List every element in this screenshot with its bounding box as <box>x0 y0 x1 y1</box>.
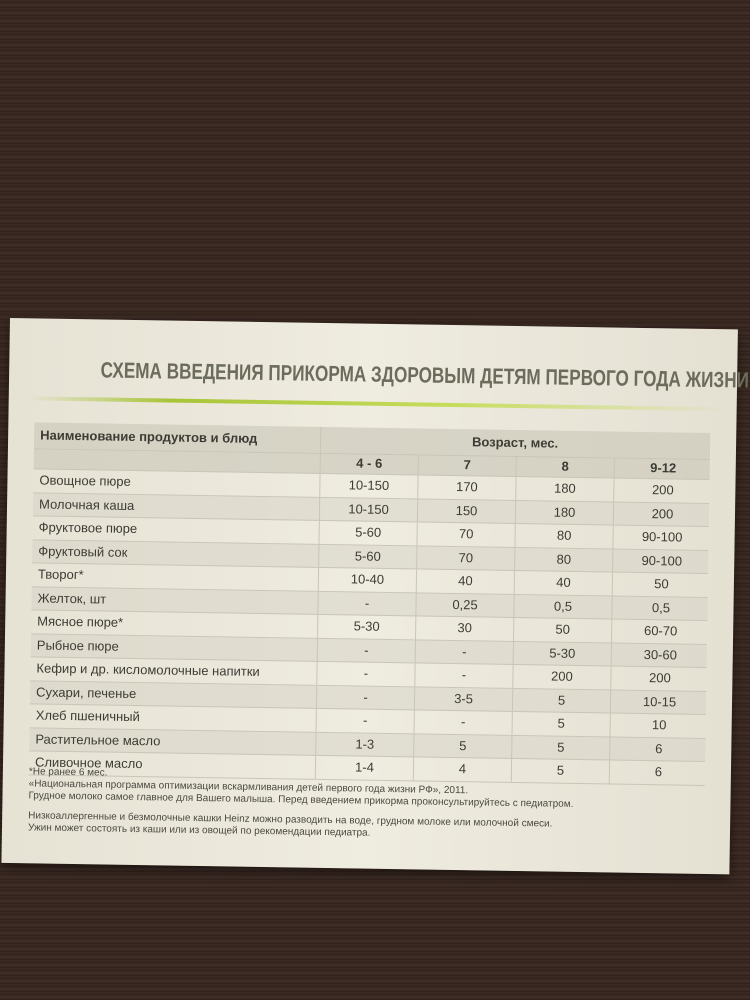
paper: СХЕМА ВВЕДЕНИЯ ПРИКОРМА ЗДОРОВЫМ ДЕТЯМ П… <box>1 318 749 875</box>
cell-value: 10-150 <box>318 497 418 522</box>
cell-value: 5-60 <box>318 520 417 545</box>
cell-value: 0,5 <box>513 594 612 619</box>
divider <box>28 396 729 412</box>
cell-value: - <box>316 661 415 686</box>
row-name: Кефир и др. кисломолочные напитки <box>36 660 260 679</box>
row-name: Хлеб пшеничный <box>35 707 140 725</box>
cell-value: - <box>414 663 513 688</box>
cell-value: 5-60 <box>318 544 417 569</box>
row-name: Мясное пюре* <box>37 613 124 630</box>
column-header: 9-12 <box>613 458 712 480</box>
cell-value: 0,5 <box>611 595 710 621</box>
row-name: Молочная каша <box>38 495 135 513</box>
row-name: Сухари, печенье <box>36 683 137 701</box>
cell-value: 6 <box>609 736 708 762</box>
cell-value: 170 <box>417 475 516 500</box>
cell-value: 200 <box>512 664 611 689</box>
cell-value: - <box>317 591 416 616</box>
cell-value: - <box>413 710 512 735</box>
cell-value: 50 <box>512 617 612 642</box>
cell-value: 5-30 <box>512 641 611 666</box>
cell-value: - <box>315 708 414 733</box>
cell-value: 50 <box>611 572 711 597</box>
column-header: 8 <box>515 456 614 478</box>
cell-value: 5-30 <box>317 614 416 639</box>
column-header: 4 - 6 <box>319 453 418 475</box>
cell-value: 10-150 <box>319 473 418 498</box>
title-text: СХЕМА ВВЕДЕНИЯ ПРИКОРМА ЗДОРОВЫМ ДЕТЯМ П… <box>100 357 750 393</box>
cell-value: 5 <box>511 735 610 760</box>
title: СХЕМА ВВЕДЕНИЯ ПРИКОРМА ЗДОРОВЫМ ДЕТЯМ П… <box>9 356 749 393</box>
cell-value: 180 <box>515 476 614 501</box>
cell-value: 40 <box>415 569 515 594</box>
cell-value: 40 <box>513 570 613 595</box>
cell-value: 200 <box>613 478 712 503</box>
column-header: 7 <box>417 455 516 476</box>
cell-value: 10-15 <box>609 689 709 715</box>
row-name: Овощное пюре <box>39 472 131 489</box>
cell-value: 10-40 <box>317 567 417 592</box>
row-name: Рыбное пюре <box>36 636 119 654</box>
row-name: Творог* <box>37 566 84 583</box>
row-name: Фруктовое пюре <box>38 519 138 537</box>
cell-value: 70 <box>416 545 515 570</box>
cell-value: 30 <box>415 616 514 641</box>
cell-value: 180 <box>514 500 614 525</box>
cell-value: 0,25 <box>415 592 514 617</box>
cell-value: 90-100 <box>612 548 711 574</box>
cell-value: 200 <box>612 501 712 527</box>
table: Наименование продуктов и блюд Возраст, м… <box>28 422 712 786</box>
cell-value: 30-60 <box>610 642 709 668</box>
cell-value: 5 <box>413 733 512 758</box>
cell-value: 6 <box>608 760 708 785</box>
cell-value: 150 <box>416 498 516 523</box>
header-name: Наименование продуктов и блюд <box>40 427 258 446</box>
cell-value: 200 <box>610 666 709 691</box>
notes: *Не ранее 6 мес. «Национальная программа … <box>28 766 574 843</box>
cell-value: 70 <box>416 522 515 547</box>
cell-value: 1-3 <box>315 732 414 757</box>
cell-value: 10 <box>609 713 708 738</box>
row-name: Растительное масло <box>35 730 161 748</box>
cell-value: 80 <box>514 523 613 548</box>
cell-value: - <box>315 685 415 710</box>
cell-value: 60-70 <box>610 619 710 644</box>
cell-value: 90-100 <box>612 525 711 550</box>
cell-value: 3-5 <box>413 686 513 711</box>
row-name: Желток, шт <box>37 589 107 607</box>
cell-value: 5 <box>511 711 610 736</box>
cell-value: 80 <box>514 547 613 572</box>
cell-value: - <box>316 638 415 663</box>
cell-value: 5 <box>511 688 611 713</box>
row-name: Фруктовый сок <box>38 542 128 560</box>
cell-value: - <box>414 639 513 664</box>
